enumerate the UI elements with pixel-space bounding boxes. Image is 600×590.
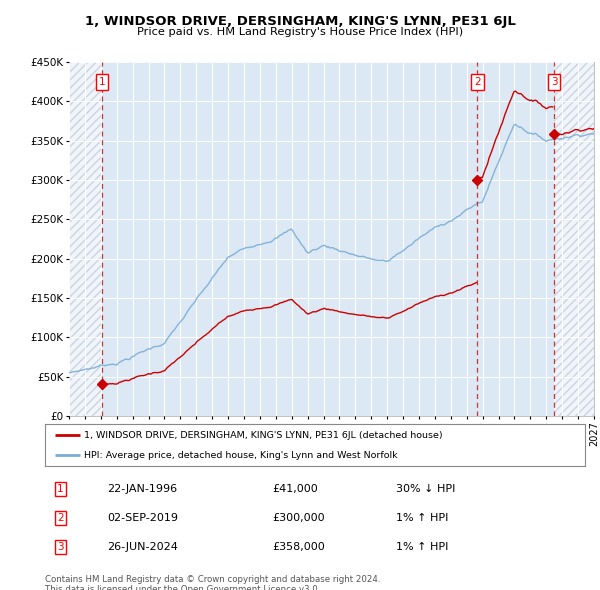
Text: 2: 2 [57,513,64,523]
Text: 1: 1 [98,77,105,87]
Text: 1% ↑ HPI: 1% ↑ HPI [396,513,448,523]
Text: 1% ↑ HPI: 1% ↑ HPI [396,542,448,552]
Text: £358,000: £358,000 [272,542,325,552]
Text: 02-SEP-2019: 02-SEP-2019 [107,513,178,523]
Text: 22-JAN-1996: 22-JAN-1996 [107,484,177,494]
Text: 1, WINDSOR DRIVE, DERSINGHAM, KING'S LYNN, PE31 6JL: 1, WINDSOR DRIVE, DERSINGHAM, KING'S LYN… [85,15,515,28]
Bar [554,62,594,416]
Text: Price paid vs. HM Land Registry's House Price Index (HPI): Price paid vs. HM Land Registry's House … [137,27,463,37]
Text: 1, WINDSOR DRIVE, DERSINGHAM, KING'S LYNN, PE31 6JL (detached house): 1, WINDSOR DRIVE, DERSINGHAM, KING'S LYN… [85,431,443,440]
Text: 30% ↓ HPI: 30% ↓ HPI [396,484,455,494]
Text: 3: 3 [57,542,64,552]
Text: 1: 1 [57,484,64,494]
Text: £300,000: £300,000 [272,513,325,523]
Text: HPI: Average price, detached house, King's Lynn and West Norfolk: HPI: Average price, detached house, King… [85,451,398,460]
Bar [69,62,102,416]
Text: 3: 3 [551,77,557,87]
Text: £41,000: £41,000 [272,484,317,494]
Text: Contains HM Land Registry data © Crown copyright and database right 2024.
This d: Contains HM Land Registry data © Crown c… [45,575,380,590]
Text: 2: 2 [474,77,481,87]
Text: 26-JUN-2024: 26-JUN-2024 [107,542,178,552]
